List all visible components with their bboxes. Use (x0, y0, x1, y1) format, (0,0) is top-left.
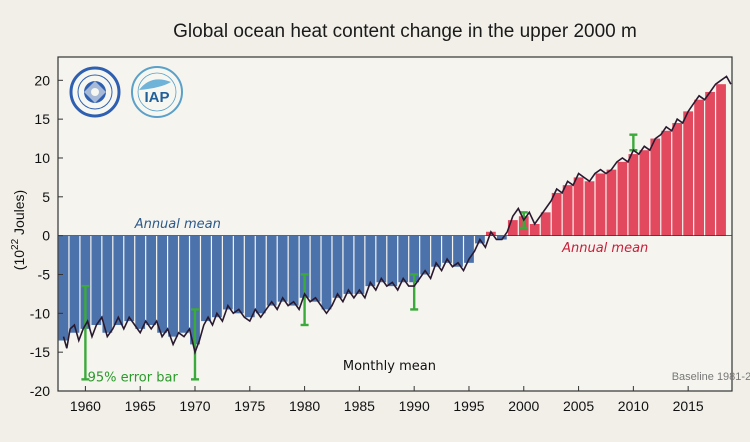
bar-2012 (650, 138, 661, 236)
bar-1977 (266, 235, 277, 306)
bar-1993 (442, 235, 452, 263)
bar-1985 (354, 235, 365, 294)
x-tick-label-1985: 1985 (344, 398, 375, 414)
bar-2017 (705, 91, 715, 236)
annual-mean-positive-label: Annual mean (561, 241, 648, 256)
bar-2010 (628, 154, 639, 236)
bar-1969 (179, 235, 189, 333)
chart-title: Global ocean heat content change in the … (173, 21, 637, 42)
y-tick-label-20: 20 (34, 72, 50, 88)
y-tick-label--15: -15 (30, 344, 50, 360)
monthly-mean-label: Monthly mean (343, 359, 436, 374)
bar-1992 (431, 235, 441, 267)
error-bars-group (81, 133, 638, 381)
bar-1974 (233, 235, 244, 314)
y-axis: 20 15 10 5 0 -5 -10 -15 -20 (30, 72, 63, 399)
y-tick-label-15: 15 (34, 111, 50, 127)
x-tick-label-2015: 2015 (673, 398, 704, 414)
bar-2008 (606, 169, 617, 236)
x-tick-label-2000: 2000 (508, 398, 539, 414)
y-tick-label--10: -10 (30, 305, 50, 321)
y-axis-label-unit: Joules) (11, 190, 27, 239)
bar-1976 (255, 235, 266, 314)
iap-logo-text: IAP (144, 89, 169, 106)
bar-2004 (562, 185, 573, 236)
y-axis-label: (1022 Joules) (10, 190, 27, 270)
y-tick-label-0: 0 (42, 228, 50, 244)
bar-1958 (58, 235, 69, 341)
bar-2016 (694, 99, 704, 236)
bar-1982 (321, 235, 332, 310)
annual-mean-negative-label: Annual mean (134, 217, 221, 232)
bar-1984 (343, 235, 354, 294)
bar-1988 (387, 235, 398, 287)
cas-logo-icon (69, 66, 121, 118)
x-tick-label-1980: 1980 (289, 398, 320, 414)
baseline-label: Baseline 1981-2010 (672, 371, 750, 383)
y-tick-label-10: 10 (34, 150, 50, 166)
bar-1986 (365, 235, 376, 287)
error-bar-label: 95% error bar (88, 371, 179, 386)
x-tick-label-1995: 1995 (453, 398, 484, 414)
bar-1961 (91, 235, 102, 325)
bar-1975 (244, 235, 255, 318)
x-axis: 1960 1965 1970 1975 1980 1985 1990 1995 2000 2005… (70, 386, 704, 414)
bar-1965 (135, 235, 146, 329)
bar-1998 (496, 235, 507, 240)
bar-2013 (661, 130, 672, 236)
bar-1968 (168, 235, 178, 337)
y-axis-label-base: (10 (11, 250, 27, 270)
bar-2018 (716, 84, 726, 236)
x-tick-label-2005: 2005 (563, 398, 594, 414)
bar-1987 (376, 235, 387, 283)
bar-1963 (113, 235, 124, 325)
bar-2011 (639, 150, 650, 236)
bar-1979 (288, 235, 299, 306)
bar-1972 (212, 235, 222, 318)
bar-2007 (595, 173, 606, 236)
bar-2005 (573, 177, 584, 236)
monthly-mean-line (62, 75, 732, 355)
bar-1964 (124, 235, 135, 322)
bar-1970 (190, 235, 200, 345)
bar-2014 (672, 123, 683, 236)
y-tick-label--5: -5 (38, 266, 51, 282)
bar-1980 (299, 235, 310, 298)
y-tick-label-5: 5 (42, 189, 50, 205)
bar-2009 (617, 161, 628, 236)
bar-1981 (310, 235, 321, 302)
bar-1978 (277, 235, 288, 302)
bar-1989 (398, 235, 409, 283)
y-axis-label-exponent: 22 (10, 238, 21, 250)
x-tick-label-2010: 2010 (618, 398, 649, 414)
x-tick-label-1965: 1965 (125, 398, 156, 414)
bar-1962 (102, 235, 113, 333)
bar-2003 (551, 192, 562, 236)
bar-2002 (540, 212, 551, 236)
bar-1960 (80, 235, 91, 329)
x-tick-label-1970: 1970 (179, 398, 210, 414)
x-tick-label-1990: 1990 (399, 398, 430, 414)
iap-logo-icon: IAP (131, 66, 183, 118)
bar-1999 (507, 220, 518, 236)
plot-frame (57, 56, 733, 392)
bar-2001 (529, 224, 540, 236)
bar-2006 (584, 181, 595, 236)
bar-1994 (453, 235, 463, 267)
bars-group (58, 84, 726, 345)
x-tick-label-1975: 1975 (234, 398, 265, 414)
bar-1983 (332, 235, 343, 298)
bar-1991 (420, 235, 431, 275)
x-tick-label-1960: 1960 (70, 398, 101, 414)
bar-1966 (146, 235, 157, 325)
bar-1967 (157, 235, 167, 333)
bar-2015 (683, 111, 694, 236)
bar-1973 (222, 235, 233, 310)
bar-1971 (201, 235, 211, 322)
y-tick-label--20: -20 (30, 383, 50, 399)
bar-1995 (464, 235, 474, 263)
bar-1959 (69, 235, 80, 333)
bar-1990 (409, 235, 420, 283)
